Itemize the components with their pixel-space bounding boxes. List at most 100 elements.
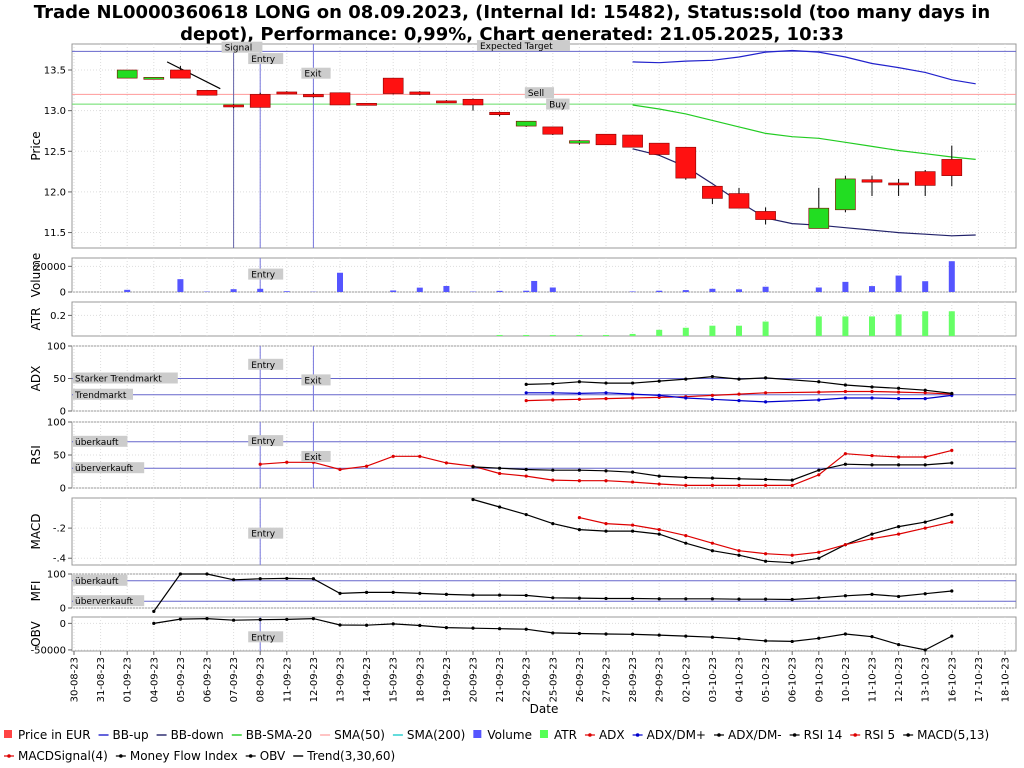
- macd-signal-line-point: [764, 552, 768, 556]
- macd-line-point: [923, 520, 927, 524]
- macd-line-point: [950, 512, 954, 517]
- y-tick-label: 12.0: [44, 187, 66, 198]
- legend-entry: SMA(50): [334, 728, 385, 742]
- y-tick-label: 0: [60, 288, 66, 299]
- candle-body: [303, 94, 324, 98]
- dm-minus-line-point: [684, 377, 688, 381]
- legend-entry: BB-down: [171, 728, 224, 742]
- annotation-bg: [221, 41, 263, 53]
- annotation-bg: [248, 631, 284, 643]
- macd-signal-line-point: [604, 521, 608, 526]
- dm-plus-line-point: [551, 391, 555, 395]
- dm-minus-line-point: [657, 379, 661, 383]
- x-tick-label: 17-10-23: [974, 657, 985, 702]
- dm-plus-line-point: [897, 397, 901, 401]
- rsi14-line-point: [790, 478, 794, 482]
- x-tick-label: 22-09-23: [522, 657, 533, 702]
- legend-swatch: [539, 730, 548, 738]
- adx-line-point: [577, 397, 582, 401]
- mfi-line-point: [790, 597, 794, 602]
- macd-signal-line-point: [843, 543, 848, 547]
- mfi-line-point: [285, 576, 289, 581]
- candle-body: [595, 133, 617, 146]
- rsi5-line-point: [923, 455, 927, 459]
- obv-line-point: [870, 635, 874, 639]
- level-label-bg: [73, 595, 145, 607]
- obv-line-point: [285, 617, 289, 621]
- dm-plus-line-point: [684, 396, 688, 400]
- obv-line-point: [178, 617, 182, 621]
- adx-line-point: [817, 390, 821, 394]
- mfi-line-point: [737, 597, 741, 601]
- annotation-bg: [248, 527, 284, 539]
- annotation-bg: [248, 358, 284, 370]
- obv-line-point: [391, 622, 395, 626]
- level-label-adx: Starker Trendmarkt: [75, 375, 162, 385]
- x-tick-label: 03-10-23: [708, 657, 719, 702]
- level-label-mfi: überkauft: [75, 577, 119, 587]
- candle-body: [382, 77, 404, 94]
- rsi5-line-point: [764, 483, 768, 487]
- dm-plus-line-point: [737, 399, 741, 403]
- mfi-line-point: [870, 592, 874, 597]
- macd-line-point: [790, 561, 794, 565]
- adx-line-point: [843, 389, 848, 394]
- x-tick-label: 18-10-23: [1001, 657, 1012, 702]
- dm-plus-line: [526, 392, 952, 403]
- macd-signal-line-point: [790, 553, 794, 557]
- mfi-line-point: [897, 594, 901, 599]
- dm-minus-line-point: [524, 382, 528, 386]
- obv-line-point: [843, 632, 848, 636]
- x-tick-label: 28-09-23: [628, 657, 639, 702]
- y-axis-label-obv: OBV: [29, 620, 43, 646]
- macd-line-point: [897, 525, 901, 529]
- rsi14-line-point: [737, 477, 741, 481]
- y-tick-label: -.2: [53, 524, 66, 535]
- obv-line-point: [764, 639, 768, 643]
- rsi14-line-point: [604, 469, 608, 473]
- x-tick-label: 12-09-23: [309, 657, 320, 702]
- annotation-entry: Entry: [251, 437, 276, 447]
- x-tick-label: 04-10-23: [735, 657, 746, 702]
- level-label-mfi: überverkauft: [75, 597, 134, 607]
- y-axis-label-price: Price: [29, 131, 43, 160]
- rsi5-line-point: [365, 464, 369, 468]
- level-label-bg: [73, 462, 145, 474]
- dm-minus-line-point: [604, 381, 608, 385]
- candle-body: [675, 146, 697, 179]
- obv-line-point: [631, 632, 635, 636]
- rsi5-line-point: [338, 467, 342, 472]
- obv-line-point: [471, 626, 475, 630]
- rsi14-line-point: [498, 466, 502, 470]
- x-tick-label: 26-09-23: [575, 657, 586, 702]
- rsi14-line-point: [631, 470, 635, 474]
- legend-entry: Money Flow Index: [130, 749, 238, 763]
- macd-signal-line-point: [870, 537, 874, 541]
- atr-bar: [709, 325, 716, 336]
- adx-line: [526, 390, 952, 402]
- adx-line-point: [923, 391, 927, 395]
- obv-line-point: [205, 616, 209, 621]
- x-tick-label: 13-09-23: [336, 657, 347, 702]
- macd-signal-line-point: [950, 520, 954, 524]
- legend-swatch-dot: [906, 733, 910, 737]
- mfi-line-point: [843, 594, 848, 598]
- rsi5-line-point: [790, 483, 794, 487]
- macd-signal-line-point: [897, 532, 901, 536]
- macd-line-point: [870, 532, 874, 536]
- annotation-bg: [524, 87, 555, 99]
- dm-minus-line-point: [950, 391, 954, 396]
- level-label-bg: [73, 372, 178, 384]
- annotation-bg: [546, 98, 570, 110]
- y-tick-label: 0: [60, 484, 66, 495]
- panel-frame-volume: [71, 257, 1017, 293]
- macd-line-point: [577, 528, 582, 532]
- obv-line-point: [790, 639, 794, 644]
- obv-line-point: [444, 626, 448, 630]
- x-tick-label: 01-09-23: [123, 657, 134, 702]
- atr-bar: [523, 334, 530, 336]
- rsi5-line-point: [524, 474, 528, 478]
- annotation-signal: Signal: [225, 44, 253, 54]
- x-tick-label: 09-10-23: [814, 657, 825, 702]
